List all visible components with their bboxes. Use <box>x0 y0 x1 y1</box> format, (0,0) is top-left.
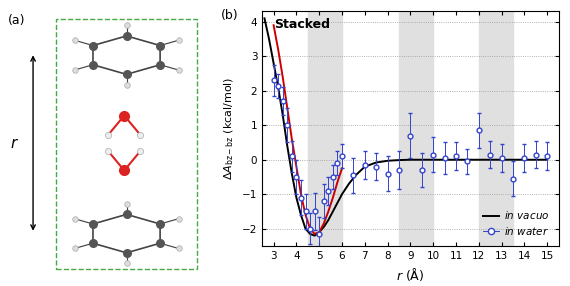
Legend: $\mathit{in\ vacuo}$, $\mathit{in\ water}$: $\mathit{in\ vacuo}$, $\mathit{in\ water… <box>479 205 553 241</box>
Text: $r$: $r$ <box>10 136 19 150</box>
X-axis label: $r$ (Å): $r$ (Å) <box>396 266 425 283</box>
Text: (a): (a) <box>8 14 26 27</box>
Bar <box>308 11 342 246</box>
Bar <box>399 11 433 246</box>
Text: Stacked: Stacked <box>274 19 330 31</box>
Bar <box>479 11 513 246</box>
Y-axis label: $\Delta A_{\mathrm{bz-bz}}$ (kcal/mol): $\Delta A_{\mathrm{bz-bz}}$ (kcal/mol) <box>223 77 237 180</box>
Text: (b): (b) <box>221 9 238 22</box>
